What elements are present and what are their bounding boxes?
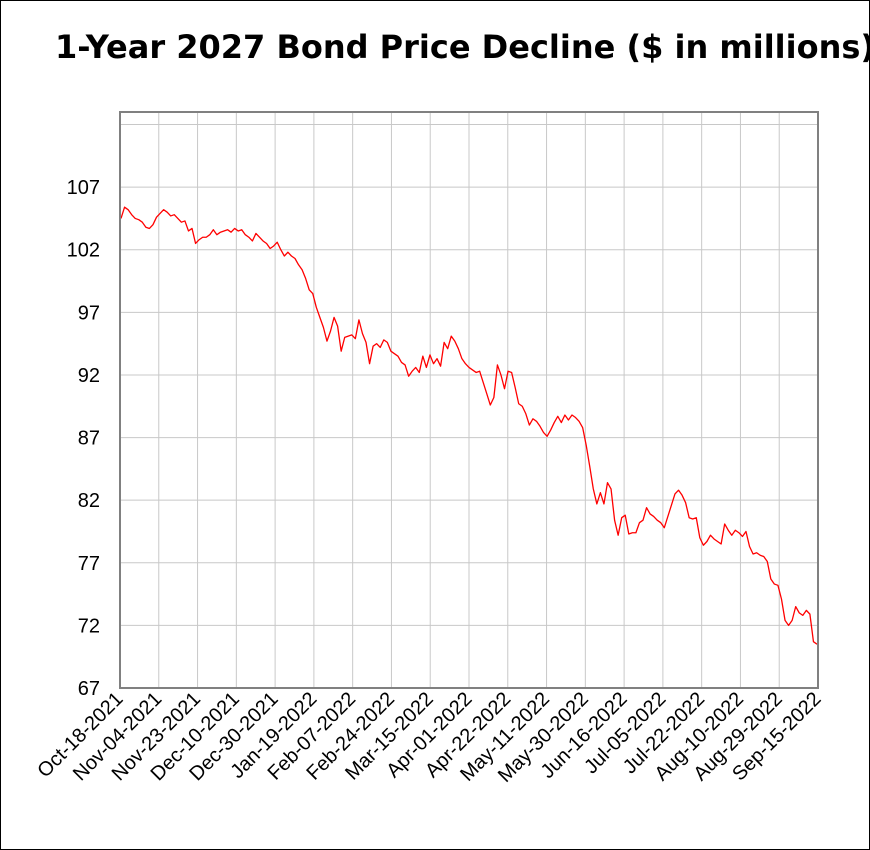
y-tick-label: 87 [78,428,100,450]
y-tick-label: 97 [78,302,100,324]
y-tick-label: 107 [67,177,100,199]
x-axis-ticks: Oct-18-2021Nov-04-2021Nov-23-2021Dec-10-… [33,688,825,787]
y-tick-label: 82 [78,490,100,512]
y-tick-label: 92 [78,365,100,387]
grid-lines [120,112,818,688]
series-layer [120,206,818,645]
y-tick-label: 102 [67,240,100,262]
chart-title: 1-Year 2027 Bond Price Decline ($ in mil… [54,28,870,66]
y-tick-label: 77 [78,553,100,575]
y-tick-label: 67 [78,678,100,700]
y-tick-label: 72 [78,615,100,637]
plot-border [119,111,819,689]
series-line [120,206,818,645]
y-axis-ticks: 67 72 77 82 87 92 97 102 107 [67,177,100,700]
